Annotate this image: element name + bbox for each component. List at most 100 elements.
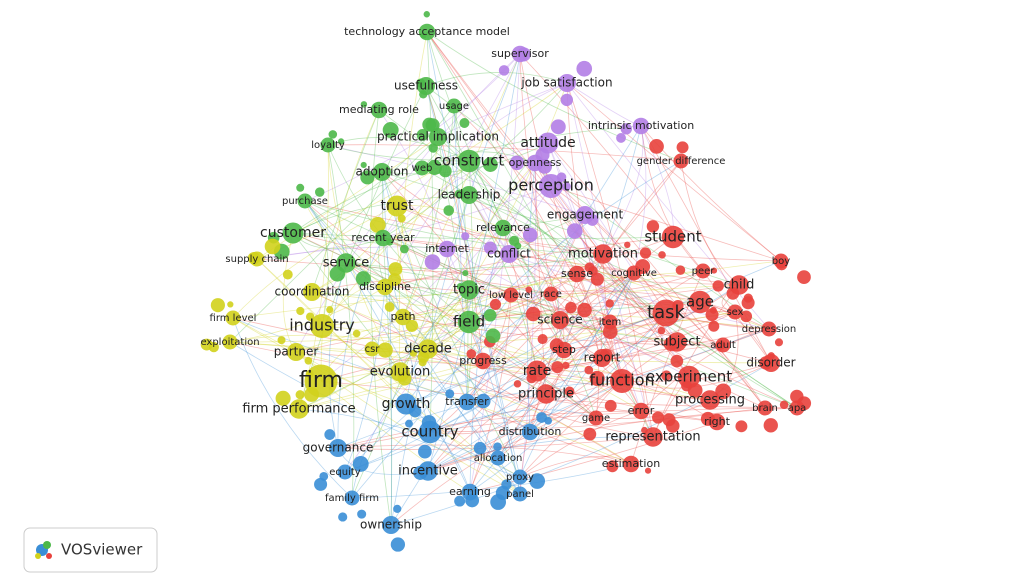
minor-node (577, 302, 592, 318)
edge (402, 236, 674, 318)
edge (229, 136, 439, 343)
minor-node (357, 509, 367, 519)
edge (469, 312, 667, 493)
minor-node (382, 122, 399, 138)
minor-node (208, 341, 219, 353)
edge (427, 162, 536, 350)
edge (382, 237, 740, 286)
edge (229, 341, 772, 364)
node (576, 206, 594, 224)
node-label: experiment (646, 368, 732, 386)
node (539, 174, 563, 198)
minor-node (423, 11, 430, 18)
node-label: openness (509, 156, 562, 169)
logo-box[interactable]: VOSviewer (23, 527, 158, 573)
minor-node (675, 265, 686, 275)
edge (508, 253, 770, 330)
node-label: trust (381, 198, 414, 214)
edge (421, 167, 701, 303)
edge (427, 82, 568, 350)
edge (232, 317, 353, 499)
minor-node (418, 444, 432, 459)
node (417, 77, 435, 95)
minor-node (590, 272, 604, 286)
node (700, 390, 720, 410)
edge (399, 371, 632, 465)
edge (311, 291, 538, 372)
node-label: race (540, 289, 562, 300)
edge (298, 321, 470, 410)
node (297, 193, 313, 209)
node-label: engagement (547, 208, 624, 222)
minor-node (509, 155, 525, 171)
node-label: earning (449, 485, 491, 498)
node-label: path (390, 310, 415, 323)
node (329, 439, 347, 457)
node (521, 423, 539, 441)
node (536, 384, 556, 404)
edge (384, 53, 521, 288)
minor-node (462, 270, 469, 277)
node-label: construct (434, 152, 505, 170)
node-label: child (724, 278, 755, 293)
minor-node (360, 161, 367, 169)
edge (469, 53, 521, 493)
edge (640, 328, 770, 412)
edge (427, 436, 654, 472)
node (761, 321, 777, 337)
minor-node (277, 336, 286, 345)
node-label: subject (653, 335, 700, 350)
minor-node (620, 123, 633, 135)
edge (519, 162, 537, 495)
minor-node (352, 456, 369, 472)
edge (381, 171, 798, 409)
edge (405, 272, 635, 405)
edge (466, 160, 682, 403)
minor-node (662, 413, 676, 427)
node-label: sex (726, 307, 743, 318)
node-label: coordination (275, 285, 350, 299)
edge (390, 53, 521, 526)
minor-node (550, 119, 566, 135)
labels: student motivation sense cognitive peer boy ch… (200, 25, 806, 532)
edge (256, 185, 552, 260)
edge (320, 162, 536, 382)
edge (468, 194, 578, 275)
node-label: principle (518, 387, 574, 402)
node (568, 265, 586, 283)
edge (396, 205, 468, 403)
node (225, 310, 241, 326)
node-label: item (599, 317, 622, 328)
minor-node (304, 356, 313, 365)
edge (295, 351, 632, 465)
edge (453, 105, 678, 343)
node (418, 23, 436, 41)
minor-node (360, 170, 375, 185)
node-label: student (644, 228, 701, 246)
edge (426, 31, 682, 162)
minor-node (525, 286, 533, 294)
node (667, 332, 687, 352)
minor-node (393, 504, 402, 513)
edge (468, 273, 578, 323)
minor-node (476, 393, 491, 409)
minor-node (390, 537, 406, 552)
node-label: intrinsic motivation (588, 119, 694, 132)
edge (232, 317, 521, 478)
edge (466, 401, 632, 465)
node (304, 364, 338, 398)
node-label: topic (453, 283, 485, 298)
edge (601, 357, 711, 401)
minor-node (264, 238, 281, 255)
node (457, 149, 481, 173)
node-label: relevance (476, 221, 530, 234)
node (373, 163, 391, 181)
minor-node (483, 241, 497, 255)
edge (429, 294, 512, 433)
edge (381, 171, 740, 286)
node (789, 400, 805, 416)
minor-node (489, 298, 502, 310)
minor-node (741, 296, 755, 310)
node (626, 265, 642, 281)
node (459, 280, 479, 300)
